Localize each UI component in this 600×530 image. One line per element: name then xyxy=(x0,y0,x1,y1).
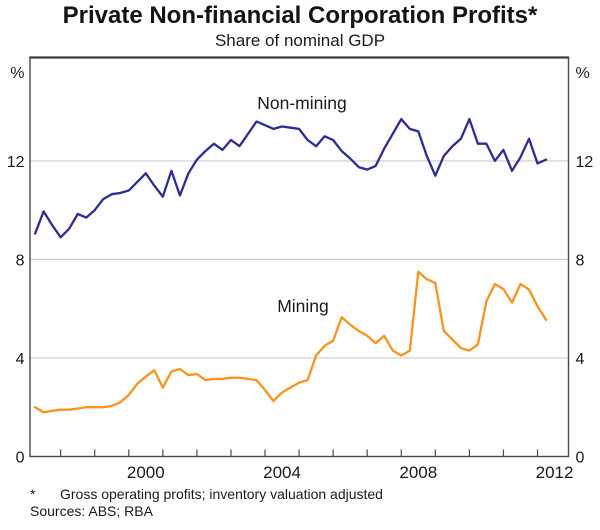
y-label-right-0: 0 xyxy=(576,450,585,467)
plot-frame xyxy=(29,56,570,458)
x-label-2012: 2012 xyxy=(536,463,574,482)
x-label-2004: 2004 xyxy=(263,463,301,482)
y-label-right-4: 4 xyxy=(576,351,585,368)
series-label-mining: Mining xyxy=(277,296,329,316)
y-label-left-0: 0 xyxy=(16,450,25,467)
y-label-left-12: 12 xyxy=(7,154,25,171)
y-label-right-12: 12 xyxy=(576,154,594,171)
x-label-2000: 2000 xyxy=(127,463,165,482)
sources-text: Sources: ABS; RBA xyxy=(30,503,153,519)
y-label-left-4: 4 xyxy=(16,351,25,368)
series-line-mining xyxy=(33,270,548,414)
series-line-non-mining xyxy=(33,117,548,239)
y-unit-left: % xyxy=(10,65,24,82)
chart-subtitle: Share of nominal GDP xyxy=(214,31,386,50)
footnote-text: Gross operating profits; inventory valua… xyxy=(60,486,383,502)
y-unit-right: % xyxy=(576,65,590,82)
y-label-left-8: 8 xyxy=(16,252,25,269)
x-label-2008: 2008 xyxy=(399,463,437,482)
series-label-non-mining: Non-mining xyxy=(257,93,346,113)
chart-title: Private Non-financial Corporation Profit… xyxy=(62,2,538,29)
footnote-marker: * xyxy=(30,486,36,502)
y-label-right-8: 8 xyxy=(576,252,585,269)
